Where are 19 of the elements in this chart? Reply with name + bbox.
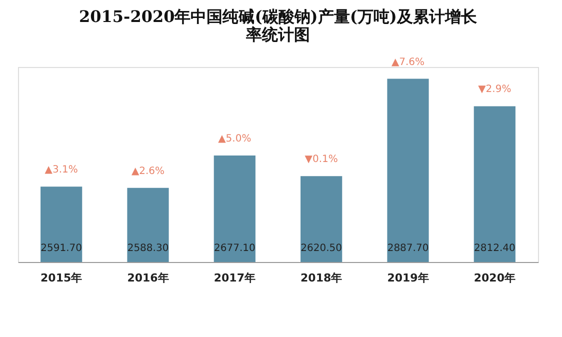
x-tick-label: 2017年 (214, 272, 256, 284)
x-tick-label: 2015年 (40, 272, 82, 284)
data-label: 2620.50 (300, 243, 342, 254)
data-label: 2812.40 (474, 243, 516, 254)
annotation: ▼0.1% (304, 154, 338, 166)
annotation: ▲3.1% (44, 164, 78, 176)
data-label: 2588.30 (127, 243, 169, 254)
x-tick-label: 2019年 (387, 272, 429, 284)
x-tick-label: 2018年 (300, 272, 342, 284)
data-label: 2887.70 (387, 243, 429, 254)
data-label: 2591.70 (40, 243, 82, 254)
annotation: ▲5.0% (218, 134, 252, 145)
x-tick-label: 2016年 (127, 272, 169, 284)
data-label: 2677.10 (214, 243, 256, 254)
chart-title: 2015-2020年中国纯碱(碳酸钠)产量(万吨)及累计增长率统计图 (79, 6, 478, 44)
annotation: ▲2.6% (131, 166, 165, 177)
annotation: ▲7.6% (391, 56, 425, 68)
x-tick-label: 2020年 (474, 272, 516, 284)
annotation: ▼2.9% (478, 84, 512, 96)
